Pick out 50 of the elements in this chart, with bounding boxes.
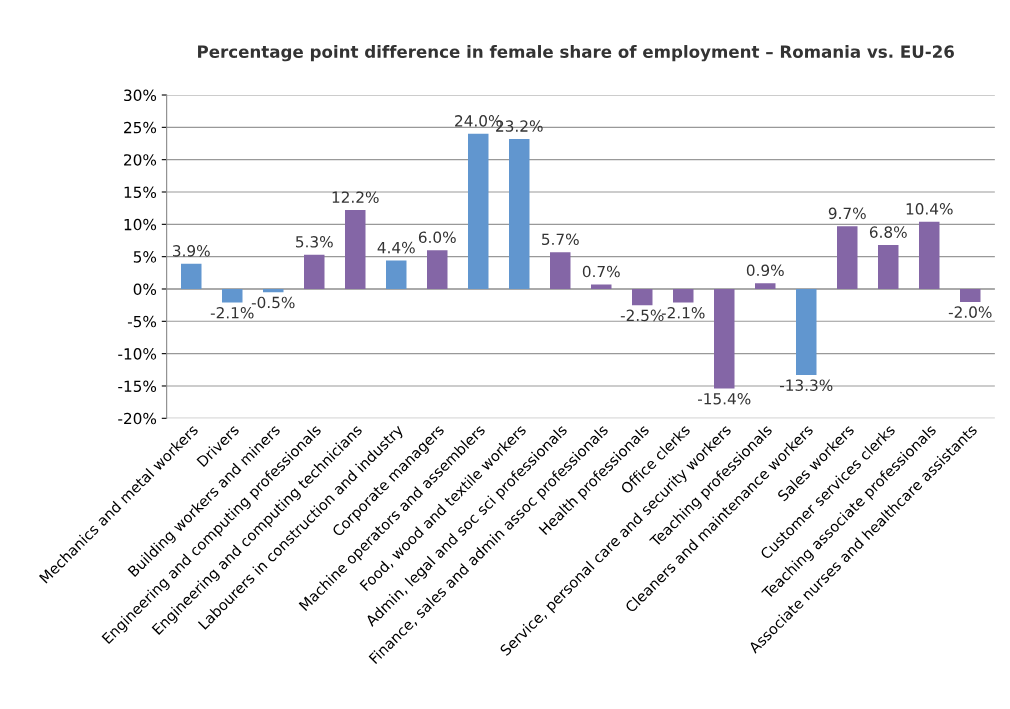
- data-label: -2.0%: [948, 306, 992, 318]
- bar: [222, 288, 243, 303]
- data-label: 5.3%: [296, 236, 333, 248]
- bar: [304, 254, 325, 289]
- bar: [714, 288, 735, 389]
- y-tick-label: -10%: [118, 348, 157, 360]
- bar: [837, 226, 858, 289]
- bar: [591, 284, 612, 289]
- y-tick-label: -20%: [118, 412, 157, 425]
- y-tick-label: 20%: [124, 154, 157, 166]
- bar: [181, 263, 202, 289]
- y-tick-label: -15%: [118, 380, 157, 392]
- data-label: -13.3%: [779, 379, 833, 391]
- y-tick-label: 0%: [133, 283, 157, 296]
- data-label: 0.9%: [746, 264, 784, 277]
- bar: [878, 245, 899, 289]
- bar: [468, 133, 489, 289]
- bar: [509, 138, 530, 289]
- data-label: -15.4%: [697, 393, 751, 405]
- data-label: 3.9%: [173, 245, 210, 257]
- bar: [550, 252, 571, 289]
- bar: [263, 288, 284, 293]
- data-label: 5.7%: [542, 233, 579, 245]
- data-label: 9.7%: [828, 207, 866, 220]
- y-tick-label: 10%: [124, 218, 157, 231]
- y-tick-label: 25%: [124, 121, 157, 134]
- bar: [427, 250, 448, 289]
- data-label: 4.4%: [377, 241, 415, 254]
- data-label: -2.5%: [620, 309, 664, 322]
- bar: [796, 288, 817, 375]
- chart-title: Percentage point difference in female share of employment – Romania vs. EU-26: [198, 45, 954, 62]
- y-tick-label: 15%: [124, 186, 157, 199]
- bar: [386, 260, 407, 289]
- data-label: 12.2%: [332, 191, 379, 203]
- bar: [755, 283, 776, 289]
- bar: [345, 210, 366, 289]
- data-label: -0.5%: [251, 296, 295, 309]
- data-label: 10.4%: [906, 203, 953, 215]
- bar: [960, 288, 981, 302]
- data-label: 6.8%: [869, 226, 907, 238]
- data-label: 0.7%: [582, 265, 620, 278]
- bar: [919, 221, 940, 289]
- data-label: -2.1%: [210, 307, 254, 319]
- bar: [632, 288, 653, 306]
- bar: [673, 288, 694, 303]
- y-tick-label: -5%: [127, 315, 157, 328]
- y-tick-label: 5%: [133, 251, 157, 263]
- data-label: -2.1%: [661, 307, 705, 319]
- y-tick-label: 30%: [124, 89, 157, 102]
- data-label: 6.0%: [418, 231, 456, 244]
